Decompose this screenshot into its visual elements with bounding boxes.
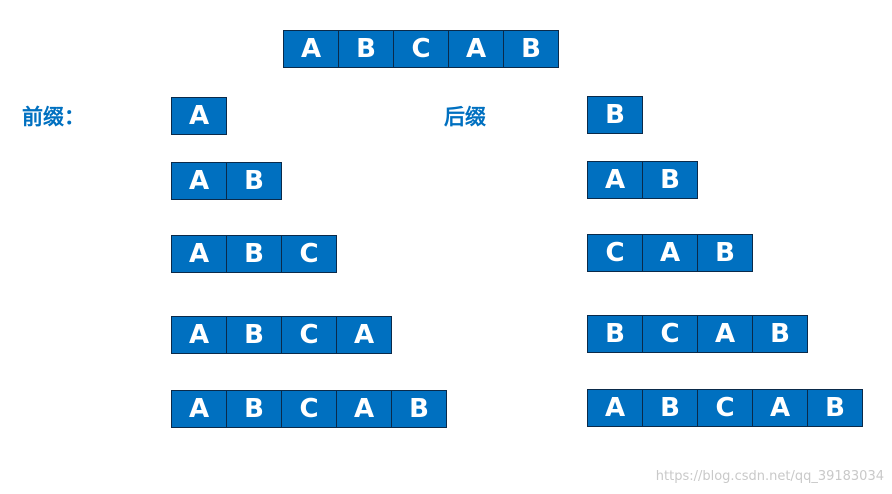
suffix-char: A	[752, 389, 808, 427]
prefix-char: B	[226, 235, 282, 273]
suffix-label: 后缀	[444, 105, 486, 129]
suffix-char: B	[587, 96, 643, 134]
prefix-char: B	[391, 390, 447, 428]
prefix-char: A	[336, 316, 392, 354]
suffix-char: B	[642, 161, 698, 199]
main-char: B	[503, 30, 559, 68]
main-char: B	[338, 30, 394, 68]
main-string: A B C A B	[283, 30, 559, 68]
suffix-char: A	[587, 389, 643, 427]
suffix-char: C	[587, 234, 643, 272]
suffix-char: C	[697, 389, 753, 427]
suffix-char: B	[752, 315, 808, 353]
prefix-char: B	[226, 316, 282, 354]
prefix-4: A B C A	[171, 316, 392, 354]
prefix-char: A	[171, 162, 227, 200]
suffix-char: C	[642, 315, 698, 353]
prefix-2: A B	[171, 162, 282, 200]
suffix-char: A	[697, 315, 753, 353]
prefix-3: A B C	[171, 235, 337, 273]
suffix-4: B C A B	[587, 315, 808, 353]
prefix-5: A B C A B	[171, 390, 447, 428]
suffix-char: B	[697, 234, 753, 272]
suffix-char: A	[587, 161, 643, 199]
prefix-char: C	[281, 390, 337, 428]
suffix-5: A B C A B	[587, 389, 863, 427]
suffix-1: B	[587, 96, 643, 134]
suffix-char: A	[642, 234, 698, 272]
prefix-label: 前缀：	[22, 105, 85, 129]
prefix-char: A	[171, 316, 227, 354]
main-char: A	[448, 30, 504, 68]
main-char: A	[283, 30, 339, 68]
prefix-char: A	[336, 390, 392, 428]
prefix-char: B	[226, 162, 282, 200]
prefix-char: C	[281, 316, 337, 354]
suffix-char: B	[807, 389, 863, 427]
prefix-char: C	[281, 235, 337, 273]
main-char: C	[393, 30, 449, 68]
prefix-char: B	[226, 390, 282, 428]
prefix-1: A	[171, 97, 227, 135]
suffix-char: B	[642, 389, 698, 427]
prefix-char: A	[171, 97, 227, 135]
suffix-char: B	[587, 315, 643, 353]
suffix-3: C A B	[587, 234, 753, 272]
suffix-2: A B	[587, 161, 698, 199]
prefix-char: A	[171, 235, 227, 273]
prefix-char: A	[171, 390, 227, 428]
watermark: https://blog.csdn.net/qq_39183034	[655, 469, 884, 484]
